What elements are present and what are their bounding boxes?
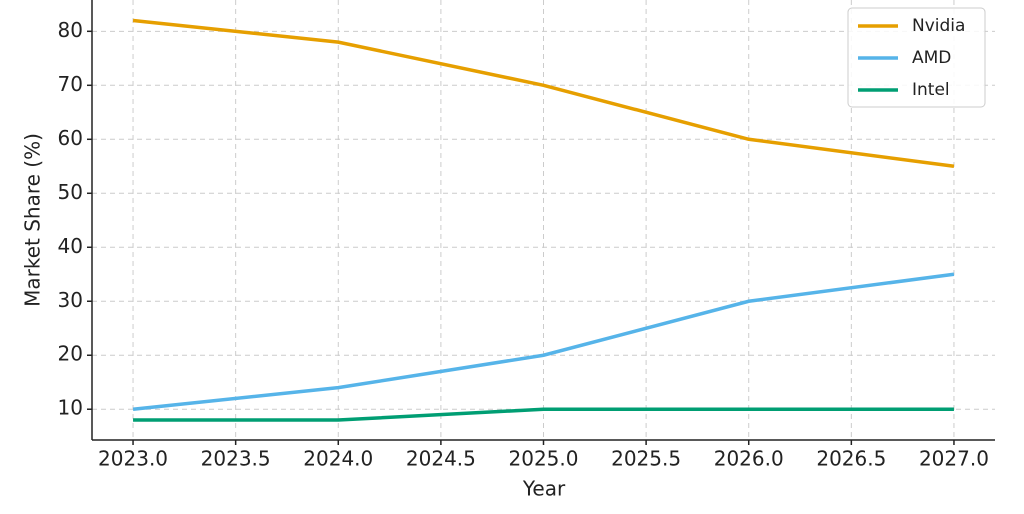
legend-label: Intel — [912, 80, 950, 100]
y-axis-label: Market Share (%) — [21, 133, 45, 307]
y-tick-label: 80 — [58, 18, 83, 42]
y-tick-label: 40 — [58, 234, 83, 258]
y-tick-label: 20 — [58, 342, 83, 366]
x-tick-label: 2025.5 — [611, 447, 681, 471]
legend-label: AMD — [912, 48, 951, 68]
y-tick-label: 50 — [58, 180, 83, 204]
x-tick-label: 2026.0 — [714, 447, 784, 471]
y-tick-label: 10 — [58, 396, 83, 420]
series-line — [132, 272, 955, 411]
x-axis-label: Year — [522, 477, 566, 501]
y-tick-label: 60 — [58, 126, 83, 150]
series-line — [132, 18, 955, 169]
x-tick-label: 2025.0 — [509, 447, 579, 471]
legend-label: Nvidia — [912, 16, 965, 36]
y-tick-label: 70 — [58, 72, 83, 96]
x-tick-label: 2024.0 — [303, 447, 373, 471]
y-tick-label: 30 — [58, 288, 83, 312]
legend-box — [847, 7, 986, 108]
x-tick-label: 2027.0 — [919, 447, 989, 471]
legend: Nvidia AMD Intel — [847, 7, 986, 108]
x-tick-label: 2023.5 — [201, 447, 271, 471]
series-line — [133, 407, 954, 422]
x-tick-label: 2023.0 — [98, 447, 168, 471]
x-tick-label: 2024.5 — [406, 447, 476, 471]
x-tick-label: 2026.5 — [816, 447, 886, 471]
